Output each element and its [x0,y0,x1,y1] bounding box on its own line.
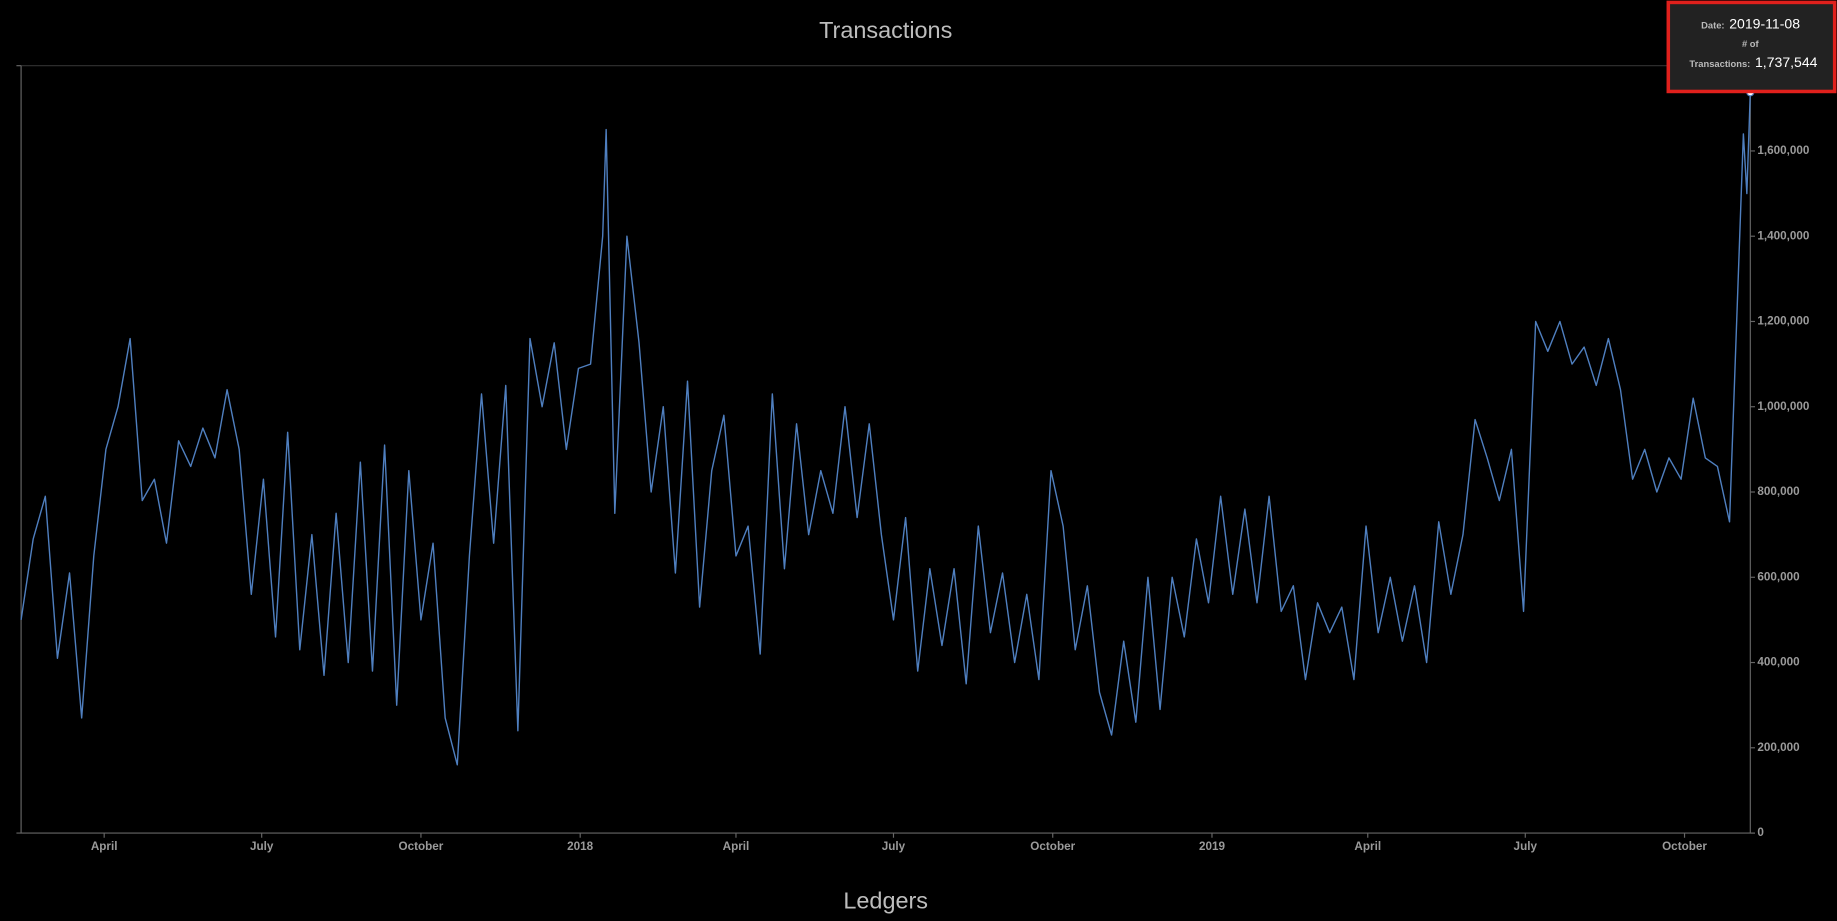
x-tick-label: April [723,840,750,853]
tooltip-count-name: Transactions: [1689,59,1750,69]
y-tick-label: 800,000 [1757,485,1800,498]
y-tick-label: 1,000,000 [1757,400,1810,413]
tooltip-count-name: # of [1742,39,1760,49]
tooltip-count: 1,737,544 [1755,54,1818,70]
y-tick-label: 600,000 [1757,570,1800,583]
y-tick-label: 200,000 [1757,741,1800,754]
tooltip-box [1666,0,1837,94]
x-tick-label: 2019 [1199,840,1226,853]
x-tick-label: April [91,840,118,853]
x-tick-label: July [882,840,906,853]
x-tick-label: July [250,840,274,853]
series-line [20,92,1752,766]
x-tick-label: October [1662,840,1707,853]
chart-title: Transactions [819,17,952,43]
y-tick-label: 1,400,000 [1757,229,1810,242]
y-tick-label: 0 [1757,826,1764,839]
x-tick-label: 2018 [567,840,594,853]
y-tick-label: 1,600,000 [1757,144,1810,157]
x-tick-label: October [1030,840,1075,853]
x-tick-label: April [1354,840,1381,853]
tooltip-date: 2019-11-08 [1729,15,1800,31]
tooltip: Date: 2019-11-08 # of Transactions: 1,73… [1666,0,1837,94]
x-tick-label: July [1514,840,1538,853]
tooltip-date-name: Date: [1701,20,1724,30]
section-title: Ledgers [843,887,928,913]
x-tick-label: October [398,840,443,853]
y-tick-label: 400,000 [1757,656,1800,669]
y-tick-label: 1,200,000 [1757,315,1810,328]
